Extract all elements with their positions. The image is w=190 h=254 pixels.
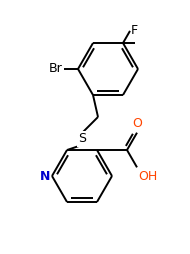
Text: N: N bbox=[40, 169, 50, 183]
Text: Br: Br bbox=[48, 62, 62, 75]
Text: S: S bbox=[78, 133, 86, 146]
Text: O: O bbox=[132, 117, 142, 130]
Text: OH: OH bbox=[138, 170, 157, 183]
Text: F: F bbox=[131, 24, 138, 37]
